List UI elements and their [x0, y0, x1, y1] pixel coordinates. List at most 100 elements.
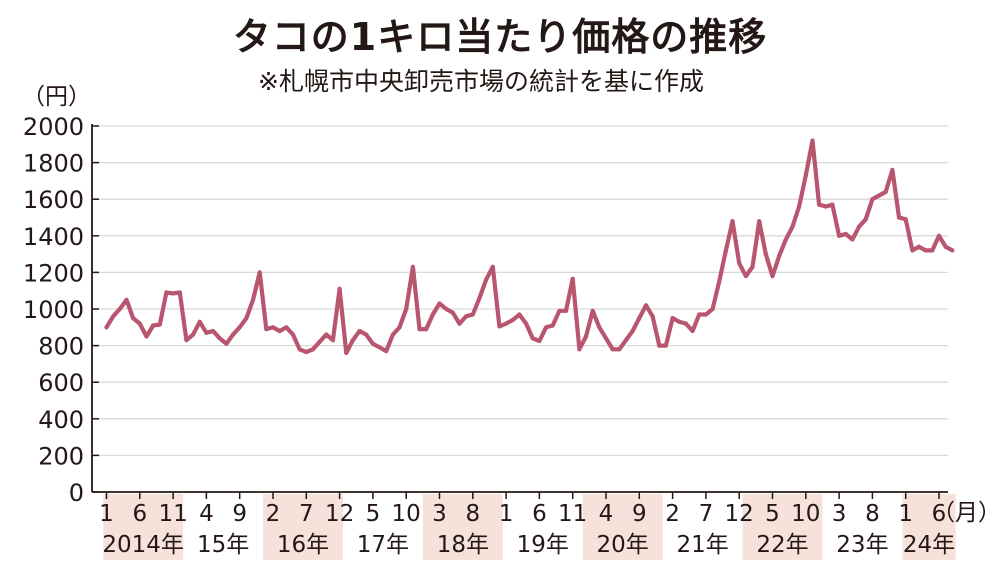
year-label: 21年 — [676, 532, 728, 558]
data-point — [417, 327, 422, 332]
x-tick-label: 5 — [765, 501, 780, 527]
y-tick-label: 600 — [38, 369, 84, 397]
data-point — [850, 237, 855, 242]
x-tick-label: 10 — [392, 501, 421, 527]
data-point — [817, 202, 822, 207]
data-point — [936, 233, 942, 238]
year-band — [263, 494, 343, 560]
data-point — [344, 350, 349, 356]
x-tick-label: 3 — [832, 501, 847, 527]
x-tick-label: 2 — [665, 501, 680, 527]
data-point — [390, 332, 395, 337]
data-point — [950, 248, 955, 253]
data-point — [277, 328, 282, 334]
data-point — [757, 219, 762, 224]
data-point — [523, 321, 529, 326]
x-tick-label: 6 — [132, 501, 147, 527]
data-point — [543, 325, 549, 330]
data-point — [137, 321, 142, 326]
y-tick-label: 200 — [38, 442, 84, 470]
data-point — [770, 273, 775, 279]
data-point — [763, 252, 768, 257]
data-point — [457, 321, 462, 326]
data-point — [437, 301, 442, 306]
data-point — [810, 138, 815, 143]
data-point — [683, 321, 689, 326]
data-point — [830, 202, 835, 207]
data-point — [883, 189, 888, 194]
data-point — [896, 215, 902, 220]
data-point — [603, 336, 609, 341]
data-point — [257, 270, 262, 275]
data-point — [730, 219, 735, 224]
data-point — [663, 343, 669, 348]
data-point — [783, 237, 788, 242]
data-point — [230, 332, 236, 337]
data-point — [164, 290, 169, 295]
data-point — [244, 316, 249, 321]
data-point — [650, 314, 655, 319]
data-point — [597, 325, 602, 330]
x-tick-label: 7 — [699, 501, 714, 527]
year-label: 19年 — [517, 532, 569, 558]
data-point — [563, 308, 569, 313]
year-band — [422, 494, 503, 560]
data-point — [111, 314, 116, 319]
x-tick-label: 6 — [932, 501, 947, 527]
data-point — [210, 328, 216, 334]
data-point — [377, 345, 382, 350]
data-point — [737, 261, 742, 266]
y-tick-label: 1200 — [23, 259, 84, 287]
data-point — [151, 323, 156, 328]
y-tick-labels: 0 200 400 600 800 1000 1200 1400 1600 1800 2000 — [23, 113, 84, 507]
data-point — [131, 316, 136, 321]
y-tick-label: 0 — [69, 479, 84, 507]
axes — [91, 124, 948, 493]
x-axis-month-unit: （月） — [932, 500, 1000, 526]
data-point — [350, 338, 356, 343]
data-point — [384, 348, 389, 354]
data-point — [903, 217, 908, 222]
y-tick-label: 1000 — [23, 296, 84, 324]
data-point — [570, 276, 575, 281]
data-point — [364, 332, 369, 337]
data-point — [916, 244, 922, 249]
x-tick-label: 9 — [632, 501, 647, 527]
data-point — [537, 338, 542, 344]
data-point — [264, 327, 269, 332]
data-point — [124, 297, 129, 302]
data-point — [510, 317, 515, 323]
year-label: 17年 — [357, 532, 409, 558]
year-band — [902, 494, 956, 560]
data-point — [777, 253, 782, 259]
data-point — [823, 204, 828, 209]
data-point — [171, 291, 176, 296]
data-point — [517, 312, 522, 317]
year-label: 22年 — [756, 532, 808, 558]
data-point — [297, 347, 302, 352]
data-point — [397, 325, 402, 330]
source-note: ※札幌市中央卸売市場の統計を基に作成 — [258, 67, 704, 96]
year-label: 20年 — [597, 532, 649, 558]
data-point — [910, 248, 915, 253]
x-tick-label: 12 — [725, 501, 754, 527]
data-point — [670, 316, 675, 321]
data-point — [330, 338, 336, 343]
year-label: 15年 — [197, 532, 249, 558]
x-tick-label: 1 — [99, 501, 114, 527]
data-point — [184, 338, 189, 343]
x-tick-label: 4 — [599, 501, 614, 527]
data-point — [204, 330, 209, 335]
x-tick-label: 11 — [558, 501, 587, 527]
data-point — [324, 332, 329, 337]
data-point — [337, 286, 342, 291]
x-tick-label: 8 — [865, 501, 880, 527]
data-point — [237, 325, 242, 330]
year-labels: 2014年 15年 16年 17年 18年 19年 20年 21年 22年 23年 24年 — [102, 532, 955, 558]
data-point — [590, 308, 595, 313]
y-tick-label: 1600 — [23, 186, 84, 214]
data-point — [404, 306, 409, 312]
data-point — [750, 264, 755, 270]
data-point — [450, 310, 455, 315]
data-point — [710, 306, 715, 312]
